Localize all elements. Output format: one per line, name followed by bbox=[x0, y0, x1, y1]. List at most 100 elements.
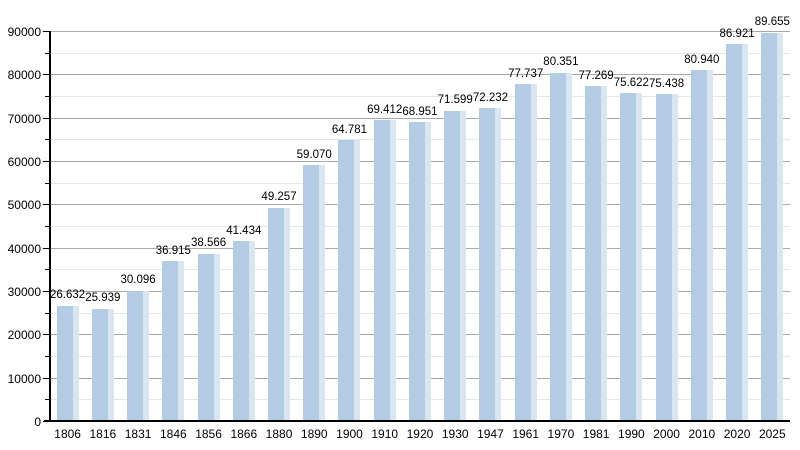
bar-value-label: 41.434 bbox=[226, 224, 262, 237]
bar-slot-2025: 89.655 bbox=[755, 16, 790, 421]
bar-slot-2010: 80.940 bbox=[684, 31, 719, 421]
y-minor-tick bbox=[45, 52, 50, 54]
minor-gridline bbox=[50, 96, 790, 97]
bar-1970 bbox=[549, 72, 572, 421]
bar-1866 bbox=[232, 241, 255, 421]
bar-value-label: 77.269 bbox=[578, 69, 614, 82]
bar-1856 bbox=[197, 253, 220, 421]
bar-1920 bbox=[408, 122, 431, 421]
bar-slot-1930: 71.599 bbox=[438, 31, 473, 421]
bar-2000 bbox=[655, 94, 678, 421]
bar-slot-2020: 86.921 bbox=[719, 28, 755, 421]
bar-slot-1816: 25.939 bbox=[85, 31, 120, 421]
bar-value-label: 72.232 bbox=[472, 91, 509, 104]
bar-slot-1910: 69.412 bbox=[367, 31, 402, 421]
bar-1816 bbox=[91, 308, 114, 421]
bar-value-label: 26.632 bbox=[50, 289, 86, 302]
bar-value-label: 89.655 bbox=[754, 16, 790, 28]
x-axis-tick-label: 1900 bbox=[336, 427, 363, 441]
bar-value-label: 38.566 bbox=[190, 237, 227, 250]
y-major-tick bbox=[43, 161, 50, 162]
bar-value-label: 80.940 bbox=[684, 53, 720, 66]
x-axis-tick-label: 2010 bbox=[688, 427, 716, 441]
bar-1900 bbox=[338, 140, 361, 421]
bar-slot-1920: 68.951 bbox=[402, 31, 438, 421]
x-axis-tick-label: 1930 bbox=[441, 427, 469, 441]
bar-slot-1890: 59.070 bbox=[297, 31, 332, 421]
bar-value-label: 36.915 bbox=[155, 244, 191, 257]
y-major-tick bbox=[43, 247, 50, 249]
x-axis-tick-label: 1890 bbox=[300, 427, 328, 441]
y-axis-tick-label: 20000 bbox=[7, 328, 41, 343]
bar-slot-1970: 80.351 bbox=[543, 31, 578, 421]
major-gridline bbox=[50, 117, 790, 119]
bar-slot-1846: 36.915 bbox=[156, 31, 191, 421]
y-major-tick bbox=[43, 377, 50, 379]
y-major-tick bbox=[43, 204, 50, 206]
bar-slot-1806: 26.632 bbox=[50, 31, 85, 421]
y-major-tick bbox=[43, 291, 50, 292]
y-major-tick bbox=[43, 31, 50, 32]
bar-1981 bbox=[585, 86, 608, 421]
y-axis-tick-label: 90000 bbox=[7, 25, 41, 39]
bar-1890 bbox=[303, 165, 326, 421]
x-axis-tick-label: 1831 bbox=[124, 427, 152, 441]
y-minor-tick bbox=[45, 356, 50, 357]
y-major-tick bbox=[43, 74, 50, 76]
bar-slot-1831: 30.096 bbox=[120, 31, 156, 421]
bar-value-label: 71.599 bbox=[437, 94, 473, 107]
x-axis-tick-label: 1961 bbox=[512, 427, 540, 441]
x-axis-tick-label: 1990 bbox=[618, 427, 645, 441]
y-minor-tick bbox=[45, 312, 50, 314]
bar-1947 bbox=[479, 108, 502, 421]
y-axis-line bbox=[49, 31, 51, 421]
bar-1846 bbox=[162, 261, 185, 421]
major-gridline bbox=[50, 31, 790, 32]
y-major-tick bbox=[43, 117, 50, 119]
y-minor-tick bbox=[45, 182, 50, 184]
bar-value-label: 68.951 bbox=[402, 105, 438, 118]
y-axis-tick-label: 40000 bbox=[7, 241, 41, 256]
bar-slot-1981: 77.269 bbox=[579, 31, 614, 421]
x-axis-tick-label: 1856 bbox=[195, 427, 222, 441]
y-minor-tick bbox=[45, 96, 50, 97]
y-axis-tick-label: 30000 bbox=[7, 285, 41, 299]
bar-2010 bbox=[690, 70, 713, 421]
x-axis-labels: 1806 1816 1831 1846 1856 1866 1880 1890 1900 1910… bbox=[50, 428, 790, 440]
bar-slot-1900: 64.781 bbox=[332, 31, 367, 421]
y-minor-tick bbox=[45, 139, 50, 141]
bar-1930 bbox=[444, 110, 467, 421]
x-axis-tick-label: 1947 bbox=[477, 427, 504, 441]
x-axis-tick-label: 1910 bbox=[371, 427, 399, 441]
bar-value-label: 80.351 bbox=[543, 56, 579, 69]
bar-value-label: 75.438 bbox=[649, 77, 685, 90]
y-axis-tick-label: 70000 bbox=[7, 111, 41, 126]
x-axis-tick-label: 2000 bbox=[653, 427, 680, 441]
y-axis-tick-label: 80000 bbox=[7, 68, 41, 83]
plot-area: 26.632 25.939 30.096 36.915 38.566 41.434 49.2… bbox=[50, 16, 790, 421]
bar-slot-1856: 38.566 bbox=[191, 31, 226, 421]
bar-1990 bbox=[620, 93, 643, 421]
bar-2025 bbox=[761, 32, 784, 421]
bar-value-label: 30.096 bbox=[120, 274, 156, 287]
bar-value-label: 59.070 bbox=[296, 148, 332, 161]
x-axis-tick-label: 1846 bbox=[159, 427, 187, 441]
y-minor-tick bbox=[45, 399, 50, 401]
x-axis-tick-label: 1816 bbox=[89, 427, 117, 441]
bar-value-label: 49.257 bbox=[261, 191, 297, 204]
bar-slot-1990: 75.622 bbox=[614, 31, 649, 421]
bar-1806 bbox=[56, 305, 79, 421]
major-gridline bbox=[50, 74, 790, 76]
bar-slot-1947: 72.232 bbox=[473, 31, 508, 421]
y-axis-tick-label: 50000 bbox=[7, 198, 41, 213]
y-axis-tick-label: 60000 bbox=[7, 155, 41, 169]
bar-1961 bbox=[514, 84, 537, 421]
x-axis-line bbox=[44, 420, 790, 422]
y-axis-tick-label: 10000 bbox=[7, 371, 41, 386]
bar-2020 bbox=[726, 44, 749, 421]
bar-value-label: 64.781 bbox=[331, 123, 368, 136]
bar-1880 bbox=[268, 207, 291, 421]
bar-value-label: 75.622 bbox=[613, 76, 649, 89]
x-axis-tick-label: 1880 bbox=[265, 427, 293, 441]
